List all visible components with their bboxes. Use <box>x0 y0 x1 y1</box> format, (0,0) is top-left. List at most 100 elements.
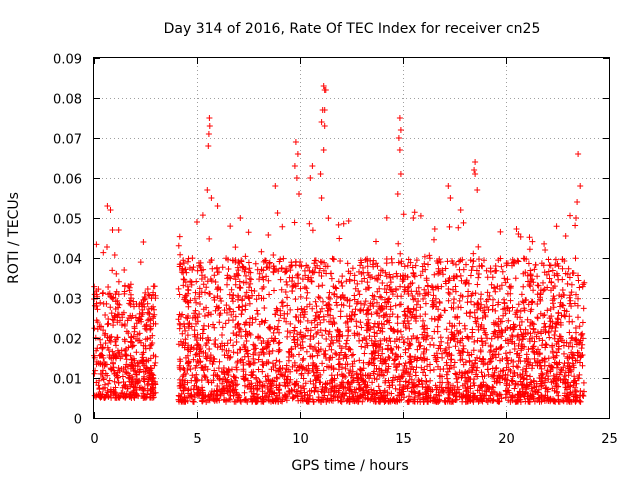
data-point <box>532 388 539 395</box>
data-point <box>200 306 207 313</box>
data-point <box>347 367 354 374</box>
data-point <box>175 242 182 249</box>
data-point <box>449 322 456 329</box>
data-point <box>422 300 429 307</box>
data-point <box>383 318 390 325</box>
data-point <box>106 290 113 297</box>
data-point <box>149 386 156 393</box>
data-point <box>538 396 545 403</box>
data-point <box>111 389 118 396</box>
data-point <box>219 324 226 331</box>
data-point <box>301 284 308 290</box>
data-point <box>437 312 444 319</box>
data-point <box>242 343 249 350</box>
data-point <box>364 307 371 313</box>
data-point <box>475 398 482 405</box>
data-point <box>357 306 364 313</box>
data-point <box>500 367 507 374</box>
data-point <box>211 341 218 347</box>
data-point <box>112 354 119 361</box>
data-point <box>299 357 306 364</box>
data-point <box>555 309 562 316</box>
data-point <box>508 332 515 339</box>
data-point <box>233 339 240 345</box>
data-point <box>199 364 206 371</box>
data-point <box>193 337 200 344</box>
data-point <box>300 314 307 321</box>
data-point <box>227 306 234 313</box>
data-point <box>383 303 390 310</box>
data-point <box>482 329 488 336</box>
data-point <box>517 371 524 378</box>
data-point <box>565 343 572 350</box>
data-point <box>199 387 206 394</box>
data-point <box>566 329 573 336</box>
data-point <box>422 266 429 273</box>
data-point <box>185 386 192 393</box>
data-point <box>323 336 330 342</box>
data-point <box>474 364 481 371</box>
data-point <box>419 331 426 338</box>
data-point <box>248 372 255 379</box>
data-point <box>481 325 487 332</box>
data-point <box>541 269 548 276</box>
data-point <box>371 396 378 403</box>
data-point <box>476 256 482 263</box>
data-point <box>493 267 500 274</box>
data-point <box>127 393 134 400</box>
data-point <box>547 368 554 375</box>
data-point <box>367 397 374 404</box>
data-point <box>545 256 552 263</box>
data-point <box>407 396 414 403</box>
data-point <box>297 285 304 292</box>
data-point <box>199 335 206 342</box>
data-point <box>524 393 531 400</box>
data-point <box>303 285 310 292</box>
data-point <box>405 256 412 263</box>
data-point <box>525 260 532 267</box>
data-point <box>387 325 394 332</box>
data-point <box>412 262 419 269</box>
data-point <box>371 293 378 300</box>
data-point <box>312 312 319 319</box>
data-point <box>182 327 189 334</box>
data-point <box>457 292 464 299</box>
data-point <box>284 328 291 335</box>
data-point <box>361 381 368 388</box>
data-point <box>406 340 413 347</box>
data-point <box>465 395 472 402</box>
data-point <box>150 283 157 290</box>
data-point <box>548 313 555 320</box>
data-point <box>478 262 485 269</box>
data-point <box>566 391 573 398</box>
data-point <box>489 274 496 281</box>
data-point <box>252 382 259 389</box>
data-point <box>451 386 458 393</box>
data-point <box>529 335 536 342</box>
data-point <box>208 277 215 284</box>
data-point <box>140 349 147 356</box>
data-point <box>580 379 587 386</box>
data-point <box>455 304 462 311</box>
data-point <box>214 344 221 351</box>
data-point <box>577 398 584 405</box>
data-point <box>534 315 541 322</box>
data-point <box>494 375 501 382</box>
data-point <box>374 288 381 295</box>
data-point <box>382 312 388 319</box>
data-point <box>335 221 342 228</box>
data-point <box>121 336 128 343</box>
data-point <box>376 285 383 292</box>
data-point <box>425 261 431 268</box>
data-point <box>521 255 528 262</box>
data-point <box>239 297 245 304</box>
data-point <box>308 343 314 350</box>
data-point <box>319 386 326 393</box>
data-point <box>417 304 424 311</box>
data-point <box>572 325 579 331</box>
data-point <box>415 339 422 346</box>
data-point <box>452 370 459 377</box>
data-point <box>295 317 302 324</box>
data-point <box>238 333 245 340</box>
data-point <box>144 365 151 372</box>
